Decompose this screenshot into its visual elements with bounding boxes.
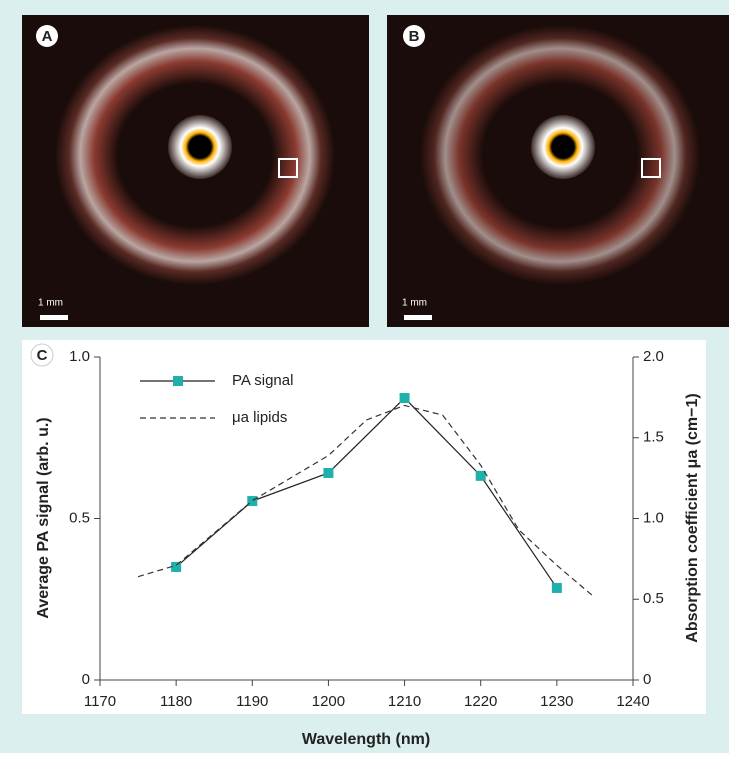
legend-marker xyxy=(173,376,183,386)
marker xyxy=(323,467,334,478)
marker xyxy=(475,470,486,481)
y2-tick-label: 0.5 xyxy=(643,590,664,607)
y2-axis-label: Absorption coefficient μa (cm−1) xyxy=(684,393,701,642)
y-tick-label: 0 xyxy=(82,671,90,688)
panel-label: C xyxy=(37,347,48,364)
scale-bar-label: 1 mm xyxy=(38,298,63,309)
panel-label: A xyxy=(42,28,53,45)
y-tick-label: 1.0 xyxy=(69,348,90,365)
y2-tick-label: 2.0 xyxy=(643,348,664,365)
x-tick-label: 1210 xyxy=(388,693,421,710)
series-line xyxy=(137,404,596,599)
chart-area xyxy=(22,340,706,714)
marker xyxy=(551,582,562,593)
image-b: B 1 mm xyxy=(387,15,729,327)
scale-bar-label: 1 mm xyxy=(402,298,427,309)
y-axis-label: Average PA signal (arb. u.) xyxy=(35,417,52,618)
y2-tick-label: 1.5 xyxy=(643,429,664,446)
image-a: A 1 mm xyxy=(22,15,369,327)
x-axis-label: Wavelength (nm) xyxy=(302,731,430,748)
marker xyxy=(247,496,258,507)
marker xyxy=(171,561,182,572)
y2-tick-label: 1.0 xyxy=(643,509,664,526)
legend-label: μa lipids xyxy=(232,409,287,426)
panel-label: B xyxy=(409,28,420,45)
y-tick-label: 0.5 xyxy=(69,509,90,526)
x-tick-label: 1200 xyxy=(312,693,345,710)
x-tick-label: 1220 xyxy=(464,693,497,710)
marker xyxy=(399,393,410,404)
x-tick-label: 1190 xyxy=(236,693,268,710)
x-tick-label: 1240 xyxy=(616,693,649,710)
legend-label: PA signal xyxy=(232,372,293,389)
x-tick-label: 1170 xyxy=(84,693,116,710)
x-tick-label: 1180 xyxy=(160,693,192,710)
x-tick-label: 1230 xyxy=(540,693,573,710)
y2-tick-label: 0 xyxy=(643,671,651,688)
